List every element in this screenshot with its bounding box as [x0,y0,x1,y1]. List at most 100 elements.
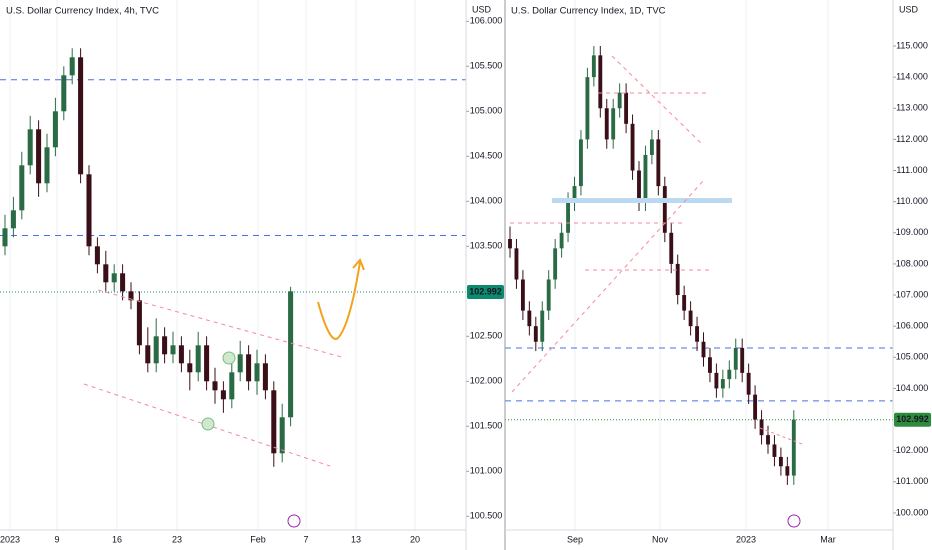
candle-body [103,264,109,283]
candle-body [78,57,84,175]
pivot-marker [201,417,215,431]
y-tick-label: 105.000 [470,106,503,116]
y-tick-label: 109.000 [896,227,929,237]
candle-body [772,444,777,457]
candle-body [675,263,680,296]
candle-body [44,147,50,184]
y-tick-label: 100.000 [896,507,929,517]
candle-body [759,419,764,436]
candle-body [220,390,226,400]
x-tick-label: 13 [351,534,361,544]
candle-body [585,77,590,140]
candle-body [540,310,545,342]
event-icon [287,514,301,528]
candle-body [656,139,661,187]
arrow-head [352,258,365,271]
y-tick-label: 104.000 [896,383,929,393]
candle-body [624,92,629,124]
candle-body [766,435,770,445]
price-badge-label: 102.992 [469,286,502,296]
y-tick-label: 102.000 [470,376,503,386]
candle-body [36,129,42,184]
candle-body [508,239,512,249]
candle-body [669,232,674,264]
candle-body [546,279,551,311]
candle-body [2,228,8,247]
y-tick-label: 101.500 [470,421,503,431]
event-icon [787,514,801,528]
candle-body [727,369,732,380]
x-tick-label: 2023 [0,534,20,544]
x-tick-label: Feb [250,534,266,544]
x-tick-label: Mar [820,534,836,544]
candle-body [662,186,667,233]
y-tick-label: 106.000 [470,16,503,26]
candle-body [262,363,268,391]
pivot-marker [222,351,236,365]
candle-body [598,55,603,109]
candle-body [27,129,33,166]
candle-body [649,139,654,155]
y-tick-label: 112.000 [896,134,928,144]
y-tick-label: 110.000 [896,196,928,206]
candle-body [553,248,558,280]
candle-body [566,201,570,233]
candle-body [604,108,609,140]
candle-body [170,345,176,355]
y-tick-label: 104.500 [470,151,503,161]
y-tick-label: 105.000 [896,352,929,362]
candle-body [708,357,712,373]
candle-body [714,372,719,389]
candle-body [162,336,168,355]
y-tick-label: 102.000 [896,445,929,455]
chart-title: U.S. Dollar Currency Index, 1D, TVC [511,6,666,17]
candle-body [136,300,142,346]
candle-body [288,291,294,418]
y-tick-label: 115.000 [896,40,928,50]
x-tick-label: 23 [172,534,182,544]
candle-body [195,345,201,373]
x-tick-label: 16 [112,534,122,544]
chart-title: U.S. Dollar Currency Index, 4h, TVC [6,6,159,17]
candle-body [572,186,577,202]
x-tick-label: 20 [410,534,420,544]
candle-body [527,310,532,327]
price-badge [467,285,504,300]
axis-unit: USD [472,4,492,14]
candle-body [212,381,218,391]
candle-body [637,170,641,202]
candle-body [86,174,92,247]
x-tick-label: 7 [303,534,308,544]
candle-body [533,326,538,342]
candle-body [178,345,184,364]
candle-body [153,336,159,364]
candle-body [120,273,126,292]
candle-body [630,123,635,171]
candle-body [52,111,58,148]
candle-body [10,210,16,229]
candle-body [701,341,706,358]
candle-body [695,326,699,342]
candle-body [61,75,67,112]
candle-body [740,347,745,373]
y-tick-label: 105.500 [470,61,503,71]
trend-line [511,179,705,393]
candle-body [254,363,260,382]
channel-line [97,289,346,359]
forecast-arrow [317,261,361,340]
candle-body [94,246,100,265]
x-tick-label: Nov [652,534,669,544]
price-badge-label: 102.992 [896,414,929,424]
candle-body [591,55,596,78]
left-annotations [83,258,365,528]
y-tick-label: 103.500 [470,241,503,251]
price-badge [894,412,931,427]
candle-body [514,248,519,280]
candle-body [785,466,790,476]
candle-body [643,154,648,202]
candle-body [791,419,796,476]
trend-line [611,55,703,145]
candle-body [688,310,693,327]
